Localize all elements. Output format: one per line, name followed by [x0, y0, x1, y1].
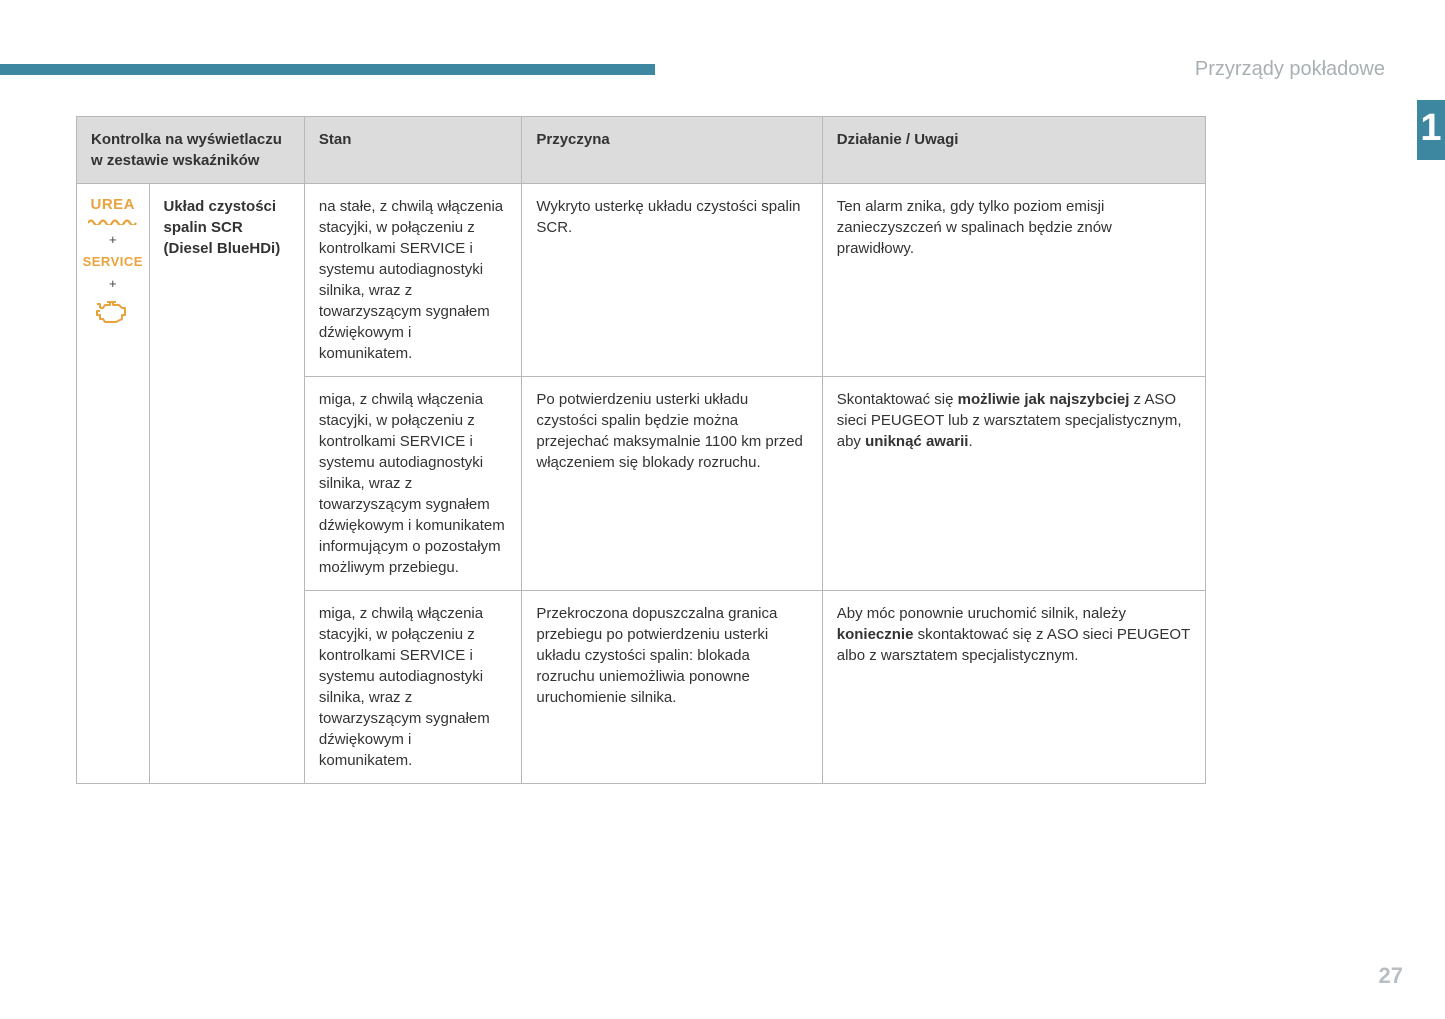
system-name-cell: Układ czystości spalin SCR (Diesel BlueH… [149, 184, 304, 784]
przyczyna-cell: Po potwierdzeniu usterki układu czystośc… [522, 377, 822, 591]
warning-lights-table: Kontrolka na wyświetlaczu w zestawie wsk… [76, 116, 1206, 784]
text: . [968, 433, 972, 450]
indicator-icons-cell: UREA + SERVICE + [77, 184, 150, 784]
urea-wave-icon [88, 217, 138, 225]
stan-cell: miga, z chwilą włączenia stacyjki, w poł… [304, 377, 522, 591]
bold-text: koniecznie [837, 626, 914, 643]
top-accent-bar [0, 64, 655, 75]
header-dzialanie: Działanie / Uwagi [822, 117, 1205, 184]
table-row: UREA + SERVICE + Układ czystości spalin … [77, 184, 1206, 377]
page-number: 27 [1379, 963, 1403, 989]
header-przyczyna: Przyczyna [522, 117, 822, 184]
engine-check-icon [96, 300, 130, 326]
service-icon-label: SERVICE [81, 253, 145, 271]
bold-text: uniknąć awarii [865, 433, 968, 450]
text: Skontaktować się [837, 391, 958, 408]
section-title: Przyrządy pokładowe [1195, 58, 1385, 81]
text: Aby móc ponownie uruchomić silnik, należ… [837, 605, 1126, 622]
plus-separator: + [81, 231, 145, 249]
header-stan: Stan [304, 117, 522, 184]
urea-icon-label: UREA [81, 194, 145, 215]
przyczyna-cell: Przekroczona dopuszczalna granica przebi… [522, 591, 822, 784]
dzialanie-cell: Aby móc ponownie uruchomić silnik, należ… [822, 591, 1205, 784]
przyczyna-cell: Wykryto usterkę układu czystości spalin … [522, 184, 822, 377]
system-name: Układ czystości spalin SCR (Diesel BlueH… [164, 198, 281, 257]
chapter-tab: 1 [1417, 100, 1445, 160]
stan-cell: miga, z chwilą włączenia stacyjki, w poł… [304, 591, 522, 784]
plus-separator: + [81, 275, 145, 293]
dzialanie-cell: Ten alarm znika, gdy tylko poziom emisji… [822, 184, 1205, 377]
dzialanie-cell: Skontaktować się możliwie jak najszybcie… [822, 377, 1205, 591]
bold-text: możliwie jak najszybciej [958, 391, 1130, 408]
table-header-row: Kontrolka na wyświetlaczu w zestawie wsk… [77, 117, 1206, 184]
header-indicator: Kontrolka na wyświetlaczu w zestawie wsk… [77, 117, 305, 184]
stan-cell: na stałe, z chwilą włączenia stacyjki, w… [304, 184, 522, 377]
